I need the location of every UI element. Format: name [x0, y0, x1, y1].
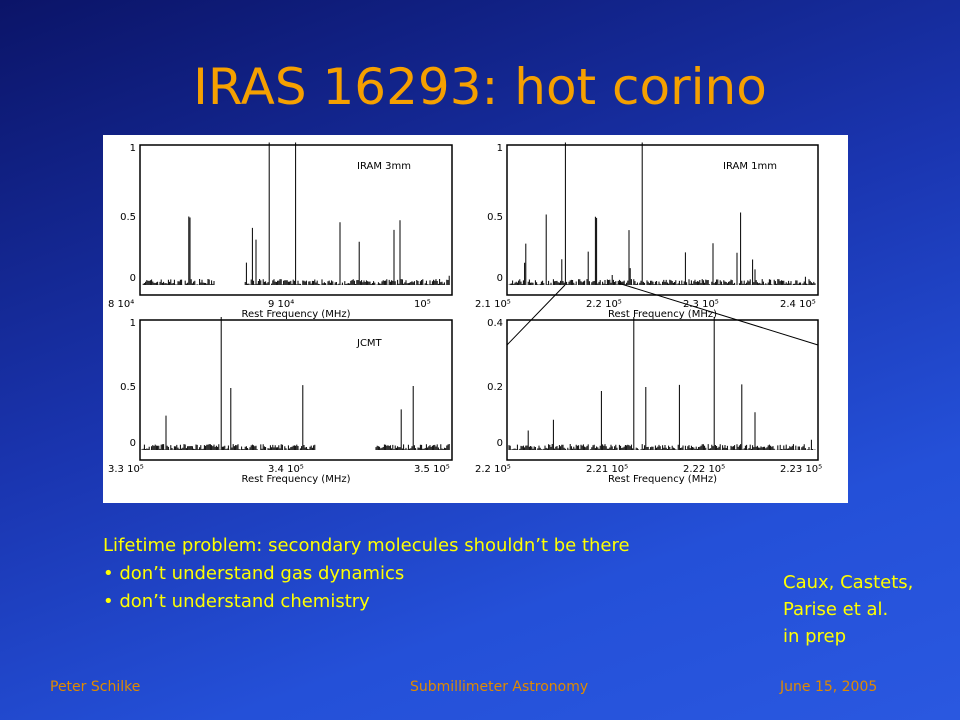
y-tick-label: 1 — [497, 143, 503, 154]
panel-frame — [506, 144, 819, 296]
x-axis-label: Rest Frequency (MHz) — [242, 474, 351, 485]
footer-author: Peter Schilke — [50, 679, 141, 695]
bullet: • don’t understand chemistry — [103, 591, 370, 612]
panel-label: IRAM 3mm — [357, 161, 411, 172]
x-tick-label: 2.2 10⁵ — [475, 464, 511, 475]
y-tick-label: 0 — [130, 438, 136, 449]
heading-text: Lifetime problem: secondary molecules sh… — [103, 535, 630, 556]
y-tick-label: 0.4 — [487, 318, 503, 329]
x-tick-label: 2.21 10⁵ — [586, 464, 628, 475]
x-axis-label: Rest Frequency (MHz) — [608, 309, 717, 320]
y-tick-label: 0 — [497, 273, 503, 284]
y-tick-label: 0 — [130, 273, 136, 284]
panel-frame — [139, 319, 453, 461]
x-axis-label: Rest Frequency (MHz) — [242, 309, 351, 320]
x-tick-label: 3.4 10⁵ — [268, 464, 304, 475]
x-tick-label: 2.4 10⁵ — [780, 299, 816, 310]
spectrum-trace — [141, 317, 450, 450]
x-tick-label: 2.23 10⁵ — [780, 464, 822, 475]
spectrum-trace — [142, 142, 450, 285]
x-tick-label: 2.2 10⁵ — [586, 299, 622, 310]
x-tick-label: 2.22 10⁵ — [683, 464, 725, 475]
credit-line: in prep — [783, 626, 847, 647]
panel-frame — [139, 144, 453, 296]
footer-talk: Submillimeter Astronomy — [410, 679, 589, 695]
y-tick-label: 1 — [130, 318, 136, 329]
x-tick-label: 3.5 10⁵ — [414, 464, 450, 475]
x-axis-label: Rest Frequency (MHz) — [608, 474, 717, 485]
x-tick-label: 3.3 10⁵ — [108, 464, 144, 475]
panel-frame — [506, 319, 819, 461]
panel-label: IRAM 1mm — [723, 161, 777, 172]
spectrum-trace — [508, 317, 816, 450]
y-tick-label: 0.5 — [120, 212, 136, 223]
panel-label: JCMT — [356, 338, 383, 349]
bullet: • don’t understand gas dynamics — [103, 563, 405, 584]
y-tick-label: 0.2 — [487, 382, 503, 393]
zoom-line — [506, 284, 566, 346]
credit-line: Parise et al. — [783, 599, 889, 620]
x-tick-label: 8 10⁴ — [108, 299, 134, 310]
x-tick-label: 2.3 10⁵ — [683, 299, 719, 310]
zoom-line — [617, 282, 819, 346]
y-tick-label: 0 — [497, 438, 503, 449]
x-tick-label: 2.1 10⁵ — [475, 299, 511, 310]
x-tick-label: 10⁵ — [414, 299, 431, 310]
slide-title: IRAS 16293: hot corino — [193, 58, 767, 116]
y-tick-label: 0.5 — [487, 212, 503, 223]
spectra-figure: 1 0.5 0 8 10⁴ 9 10⁴ 10⁵ Rest Frequency (MHz) IR… — [103, 135, 848, 503]
footer-date: June 15, 2005 — [780, 679, 878, 695]
credit-line: Caux, Castets, — [783, 572, 914, 593]
spectrum-trace — [508, 142, 816, 285]
x-tick-label: 9 10⁴ — [268, 299, 294, 310]
y-tick-label: 1 — [130, 143, 136, 154]
y-tick-label: 0.5 — [120, 382, 136, 393]
